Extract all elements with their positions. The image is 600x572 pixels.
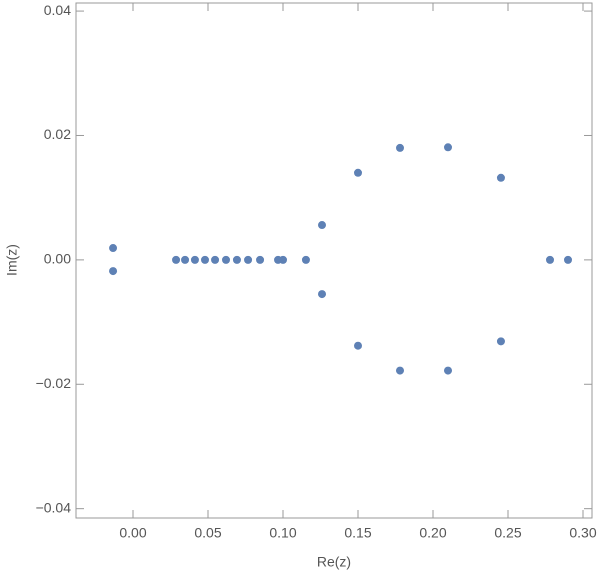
x-tick-label: 0.15 [344,525,371,541]
point [244,255,253,264]
point [181,255,190,264]
x-tick-label: 0.25 [494,525,521,541]
point [211,255,220,264]
point [301,255,310,264]
point [279,255,287,264]
point [222,255,230,264]
point [444,366,452,375]
point [190,255,199,264]
point [396,143,404,152]
point [201,255,209,264]
point [496,337,505,346]
point [354,341,362,350]
x-tick-label: 0.10 [269,525,296,541]
x-tick-label: 0.30 [569,525,596,541]
y-tick-label: −0.04 [36,499,72,515]
point [546,255,554,264]
point [318,290,326,299]
x-axis-label: Re(z) [317,554,351,570]
x-tick-label: 0.05 [194,525,221,541]
point [354,168,362,177]
frame [75,2,593,519]
y-axis-label: Im(z) [4,244,20,276]
point [232,255,241,264]
y-tick-label: 0.02 [44,126,71,142]
y-tick-label: −0.02 [36,375,72,391]
point [396,366,404,375]
point [109,244,118,253]
point [444,143,452,152]
point [318,221,326,230]
point [109,267,118,276]
y-tick-label: 0.00 [44,251,71,267]
point [256,255,265,264]
y-tick-label: 0.04 [44,2,71,18]
point [172,255,181,264]
point [496,173,505,182]
x-tick-label: 0.20 [419,525,446,541]
x-tick-label: 0.00 [119,525,146,541]
point [564,255,572,264]
